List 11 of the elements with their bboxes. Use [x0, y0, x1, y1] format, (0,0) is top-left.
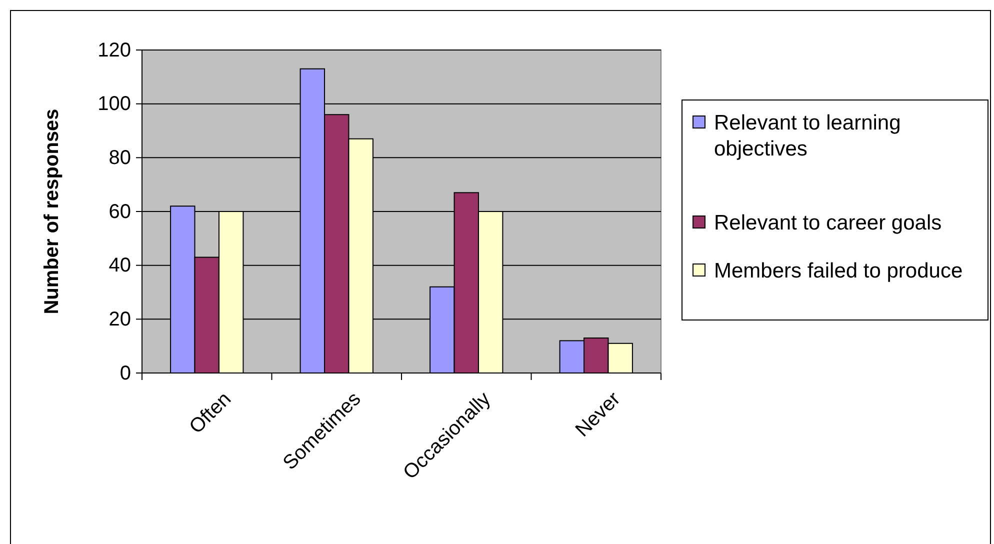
y-axis-title: Number of responses [41, 108, 63, 314]
legend-label: Members failed to produce [714, 259, 963, 282]
y-tick-label: 20 [108, 308, 131, 331]
y-tick-label: 120 [98, 39, 131, 62]
y-tick-label: 60 [108, 200, 131, 223]
y-tick-label: 100 [98, 93, 131, 116]
y-tick-label: 0 [120, 362, 131, 384]
legend-label: Relevant to learning objectives [714, 111, 901, 161]
y-tick-label: 40 [108, 254, 131, 277]
legend-label: Relevant to career goals [714, 211, 942, 234]
y-tick-label: 80 [108, 147, 131, 170]
